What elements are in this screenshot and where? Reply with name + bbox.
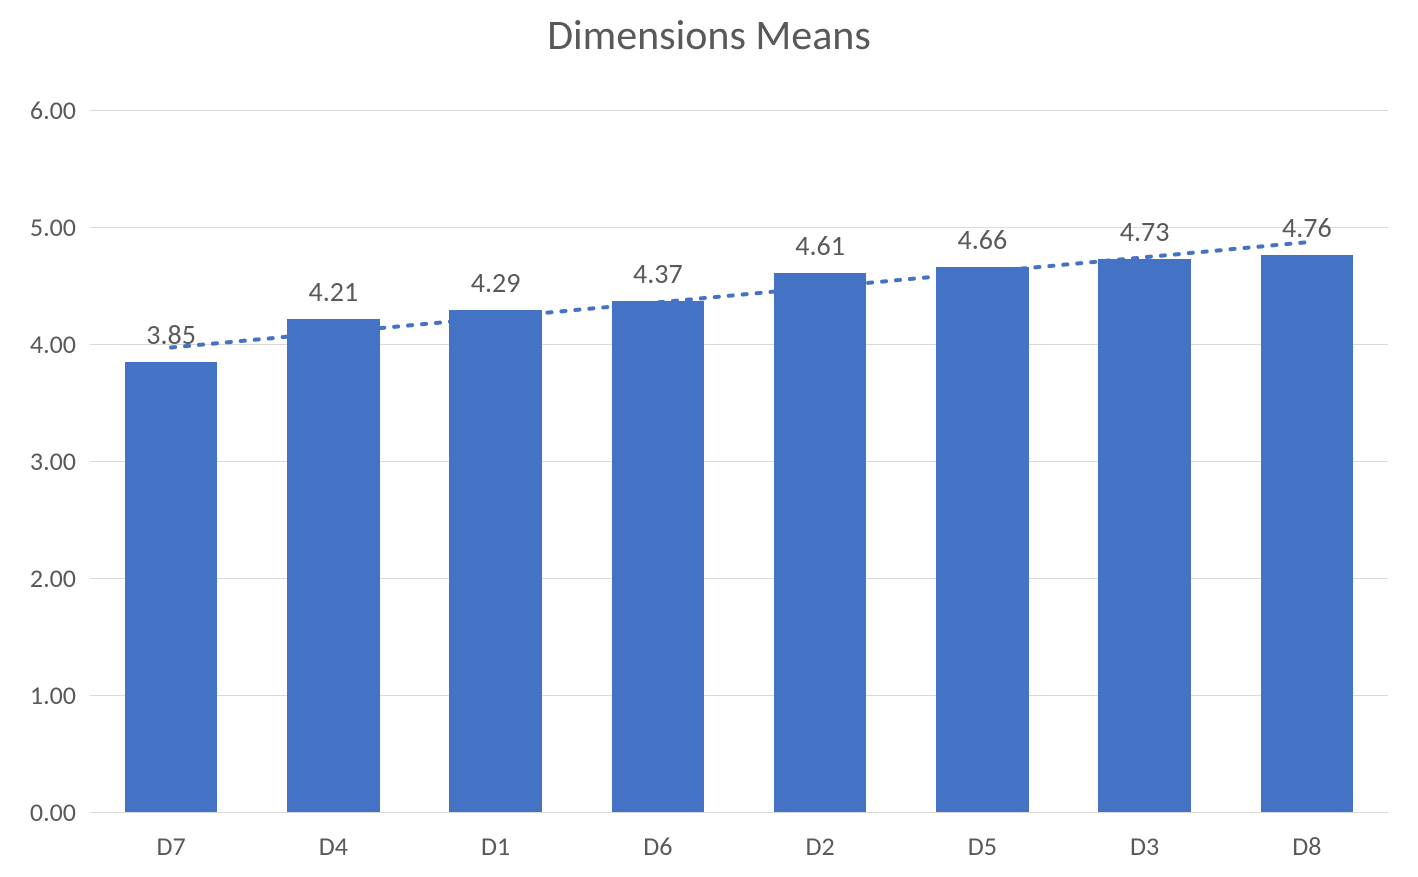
x-axis-tick-label: D5	[968, 830, 997, 862]
y-axis-tick-label: 6.00	[30, 94, 76, 126]
trendline	[171, 242, 1307, 347]
x-axis-tick-label: D7	[157, 830, 186, 862]
y-axis-labels: 0.001.002.003.004.005.006.00	[0, 110, 76, 812]
x-axis-tick-label: D6	[643, 830, 672, 862]
y-axis-tick-label: 4.00	[30, 328, 76, 360]
x-axis-tick-label: D8	[1292, 830, 1321, 862]
y-axis-tick-label: 3.00	[30, 445, 76, 477]
plot-area: 3.85D74.21D44.29D14.37D64.61D24.66D54.73…	[90, 110, 1388, 812]
chart-title: Dimensions Means	[0, 0, 1418, 61]
gridline	[90, 812, 1388, 813]
y-axis-tick-label: 5.00	[30, 211, 76, 243]
x-axis-tick-label: D1	[481, 830, 510, 862]
y-axis-tick-label: 0.00	[30, 796, 76, 828]
y-axis-tick-label: 1.00	[30, 679, 76, 711]
dimensions-means-chart: Dimensions Means 3.85D74.21D44.29D14.37D…	[0, 0, 1418, 877]
x-axis-tick-label: D2	[806, 830, 835, 862]
x-axis-tick-label: D4	[319, 830, 348, 862]
trendline-layer	[90, 110, 1388, 812]
y-axis-tick-label: 2.00	[30, 562, 76, 594]
x-axis-tick-label: D3	[1130, 830, 1159, 862]
